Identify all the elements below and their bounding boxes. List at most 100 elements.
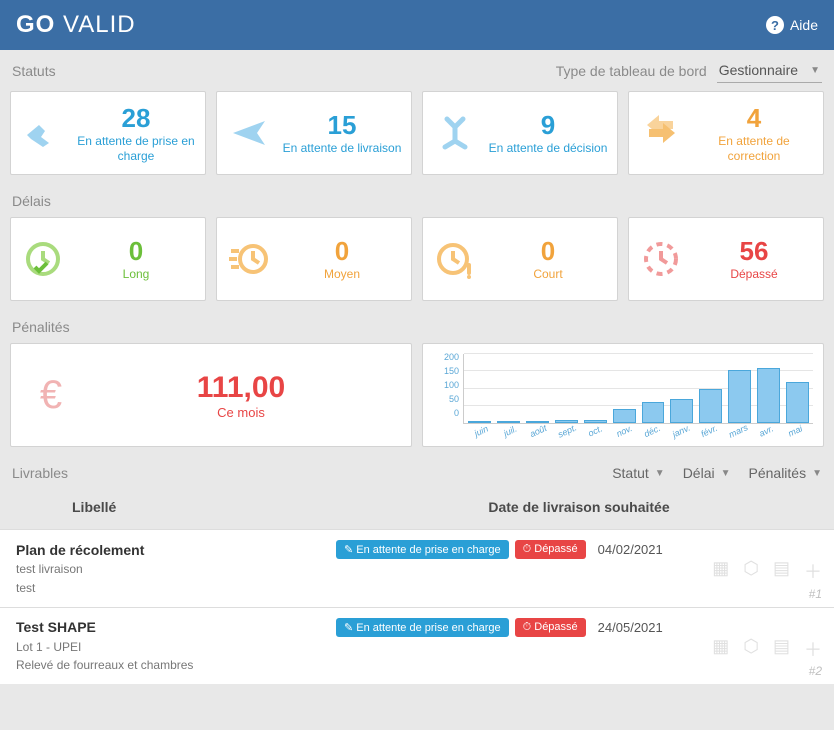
- deliverable-title: Plan de récolement: [16, 542, 336, 558]
- status-badge: ✎ En attente de prise en charge: [336, 618, 509, 637]
- status-badge: ✎ En attente de prise en charge: [336, 540, 509, 559]
- col-libelle: Libellé: [12, 499, 336, 515]
- deliverable-item[interactable]: Plan de récolement✎ En attente de prise …: [0, 529, 834, 607]
- chart-bar: [757, 368, 780, 423]
- section-title-livrables: Livrables: [12, 465, 68, 481]
- penalty-amount-card[interactable]: € 111,00 Ce mois: [10, 343, 412, 447]
- chevron-down-icon: ▼: [655, 468, 665, 479]
- section-title-delais: Délais: [12, 193, 51, 209]
- help-button[interactable]: ? Aide: [766, 16, 818, 34]
- deliverable-actions: ▦ ⬡ ▤ ＋: [712, 636, 822, 662]
- send-icon: [225, 109, 273, 157]
- clock-check-icon: [19, 235, 67, 283]
- penalties-row: € 111,00 Ce mois 200 150 100 50 0 juinju…: [0, 343, 834, 457]
- status-card-correction[interactable]: 4 En attente de correction: [628, 91, 824, 175]
- chevron-down-icon: ▼: [810, 65, 820, 76]
- status-count: 4: [693, 103, 815, 134]
- layers-icon[interactable]: ▤: [773, 558, 790, 584]
- app-header: GO VALID ? Aide: [0, 0, 834, 50]
- chart-bar: [786, 382, 809, 423]
- delay-count: 0: [487, 236, 609, 267]
- deliverable-item[interactable]: Test SHAPE✎ En attente de prise en charg…: [0, 607, 834, 685]
- penalty-amount: 111,00: [81, 371, 401, 405]
- deliverable-title: Test SHAPE: [16, 619, 336, 635]
- col-date: Date de livraison souhaitée: [336, 499, 822, 515]
- status-label: En attente de correction: [693, 134, 815, 163]
- deliverable-date: 04/02/2021: [598, 542, 663, 557]
- dashboard-type-label: Type de tableau de bord: [556, 63, 707, 79]
- chevron-down-icon: ▼: [812, 468, 822, 479]
- dashboard-type: Type de tableau de bord Gestionnaire ▼: [556, 58, 822, 83]
- livrables-section-header: Livrables Statut▼ Délai▼ Pénalités▼: [0, 457, 834, 489]
- filter-statut[interactable]: Statut▼: [612, 465, 665, 481]
- delay-cards: 0 Long 0 Moyen 0 Court 56 Dépassé: [0, 217, 834, 311]
- dashboard-type-value: Gestionnaire: [719, 62, 798, 78]
- delay-badge: ⏱ Dépassé: [515, 540, 586, 559]
- livrables-filters: Statut▼ Délai▼ Pénalités▼: [612, 465, 822, 481]
- delay-card-long[interactable]: 0 Long: [10, 217, 206, 301]
- delay-card-depasse[interactable]: 56 Dépassé: [628, 217, 824, 301]
- delais-section-header: Délais: [0, 185, 834, 217]
- delay-count: 56: [693, 236, 815, 267]
- logo-thin: VALID: [63, 11, 136, 38]
- chart-bar: [699, 389, 722, 424]
- clock-dashed-icon: [637, 235, 685, 283]
- penalites-section-header: Pénalités: [0, 311, 834, 343]
- delay-label: Court: [487, 267, 609, 281]
- clock-alert-icon: [431, 235, 479, 283]
- statuts-section-header: Statuts Type de tableau de bord Gestionn…: [0, 50, 834, 91]
- grid-icon[interactable]: ▦: [712, 558, 729, 584]
- delay-badge: ⏱ Dépassé: [515, 618, 586, 637]
- status-count: 28: [75, 103, 197, 134]
- decision-arrows-icon: [431, 109, 479, 157]
- delay-count: 0: [281, 236, 403, 267]
- delay-label: Moyen: [281, 267, 403, 281]
- handshake-icon: [19, 109, 67, 157]
- cube-icon[interactable]: ⬡: [743, 636, 759, 662]
- deliverable-sub2: test: [16, 580, 818, 597]
- status-label: En attente de prise en charge: [75, 134, 197, 163]
- deliverable-sub1: Lot 1 - UPEI: [16, 639, 818, 656]
- delay-count: 0: [75, 236, 197, 267]
- logo: GO VALID: [16, 11, 136, 39]
- help-label: Aide: [790, 17, 818, 33]
- deliverable-date: 24/05/2021: [598, 620, 663, 635]
- penalty-bar-chart: 200 150 100 50 0 juinjuil.aoûtsept.oct.n…: [433, 354, 813, 436]
- section-title-statuts: Statuts: [12, 63, 56, 79]
- status-card-prise-en-charge[interactable]: 28 En attente de prise en charge: [10, 91, 206, 175]
- delay-card-court[interactable]: 0 Court: [422, 217, 618, 301]
- dashboard-type-select[interactable]: Gestionnaire ▼: [717, 58, 822, 83]
- delay-label: Long: [75, 267, 197, 281]
- deliverable-index: #1: [809, 587, 822, 601]
- chart-grid: [463, 354, 813, 424]
- filter-delai[interactable]: Délai▼: [683, 465, 731, 481]
- status-card-decision[interactable]: 9 En attente de décision: [422, 91, 618, 175]
- help-icon: ?: [766, 16, 784, 34]
- clock-speed-icon: [225, 235, 273, 283]
- deliverable-sub1: test livraison: [16, 561, 818, 578]
- penalty-sublabel: Ce mois: [81, 405, 401, 420]
- chart-bar: [670, 399, 693, 423]
- penalty-chart-card[interactable]: 200 150 100 50 0 juinjuil.aoûtsept.oct.n…: [422, 343, 824, 447]
- deliverable-actions: ▦ ⬡ ▤ ＋: [712, 558, 822, 584]
- exchange-arrows-icon: [637, 109, 685, 157]
- deliverable-index: #2: [809, 664, 822, 678]
- cube-icon[interactable]: ⬡: [743, 558, 759, 584]
- status-label: En attente de livraison: [281, 141, 403, 155]
- status-cards: 28 En attente de prise en charge 15 En a…: [0, 91, 834, 185]
- delay-card-moyen[interactable]: 0 Moyen: [216, 217, 412, 301]
- layers-icon[interactable]: ▤: [773, 636, 790, 662]
- euro-icon: €: [21, 373, 81, 418]
- deliverables-table-header: Libellé Date de livraison souhaitée: [0, 489, 834, 529]
- chart-y-labels: 200 150 100 50 0: [433, 350, 459, 420]
- status-card-livraison[interactable]: 15 En attente de livraison: [216, 91, 412, 175]
- plus-icon[interactable]: ＋: [804, 636, 822, 662]
- chart-x-labels: juinjuil.aoûtsept.oct.nov.déc.janv.févr.…: [463, 424, 813, 436]
- deliverables-list: Plan de récolement✎ En attente de prise …: [0, 529, 834, 684]
- delay-label: Dépassé: [693, 267, 815, 281]
- plus-icon[interactable]: ＋: [804, 558, 822, 584]
- filter-penalites[interactable]: Pénalités▼: [749, 465, 823, 481]
- grid-icon[interactable]: ▦: [712, 636, 729, 662]
- status-label: En attente de décision: [487, 141, 609, 155]
- chart-bar: [728, 370, 751, 423]
